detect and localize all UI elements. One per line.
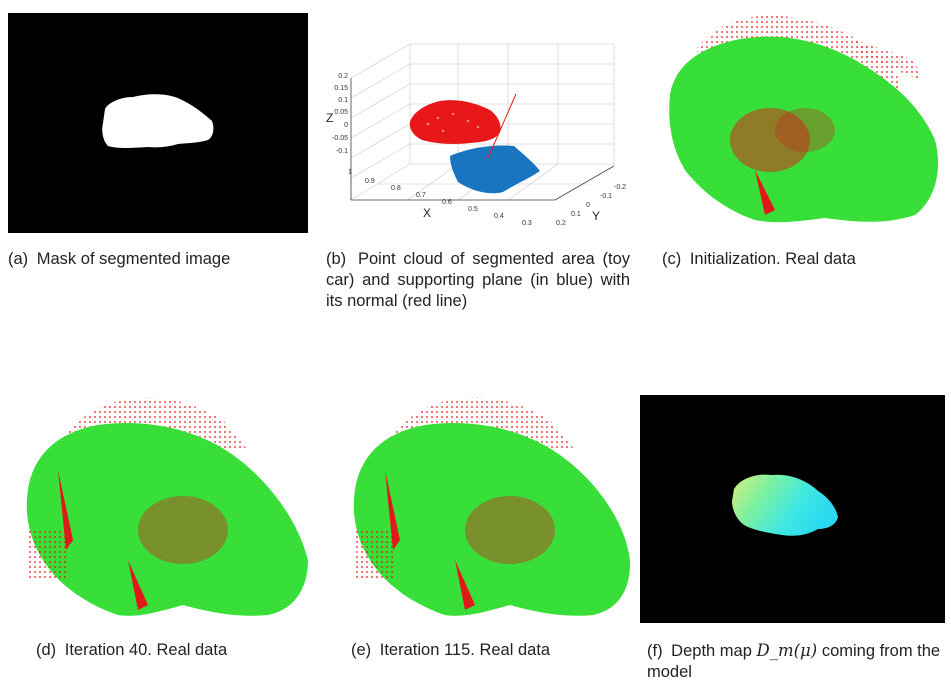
- x-tick: 0.3: [522, 220, 532, 227]
- y-tick: 0.1: [571, 211, 581, 218]
- y-tick: 0: [586, 202, 590, 209]
- x-tick: 0.4: [494, 213, 504, 220]
- caption-f: (f) Depth map D_m(μ) coming from the mod…: [647, 641, 941, 681]
- z-tick: 0: [344, 122, 348, 129]
- figure-d-iteration-40: [8, 390, 313, 620]
- x-tick: 0.7: [416, 192, 426, 199]
- caption-d: (d) Iteration 40. Real data: [36, 641, 228, 659]
- model-mesh: [26, 423, 309, 616]
- y-axis-label: Y: [592, 209, 600, 223]
- z-tick: -0.05: [332, 135, 348, 142]
- x-tick-labels: 1 0.9 0.8 0.7 0.6 0.5 0.4 0.3: [348, 169, 532, 227]
- point-cloud-plot: 0.2 0.15 0.1 0.05 0 -0.05 -0.1 1 0.9 0.8…: [326, 43, 626, 227]
- car-model-render: [26, 397, 309, 616]
- caption-a: (a) Mask of segmented image: [8, 250, 231, 268]
- figure-c-initialization: [655, 10, 945, 235]
- mask-image: [8, 13, 308, 233]
- caption-c: (c) Initialization. Real data: [662, 250, 856, 268]
- y-tick: -0.2: [614, 184, 626, 191]
- x-tick: 0.9: [365, 178, 375, 185]
- y-tick: 0.2: [556, 220, 566, 227]
- z-tick-labels: 0.2 0.15 0.1 0.05 0 -0.05 -0.1: [332, 73, 348, 155]
- car-point-cloud: [409, 100, 501, 144]
- x-tick: 1: [348, 169, 352, 176]
- z-tick: -0.1: [336, 148, 348, 155]
- depth-map-symbol: D_m(μ): [756, 641, 818, 660]
- figure-b-point-cloud: 0.2 0.15 0.1 0.05 0 -0.05 -0.1 1 0.9 0.8…: [318, 6, 628, 236]
- car-model-render: [353, 397, 631, 616]
- y-tick-labels: -0.2 -0.1 0 0.1 0.2: [556, 184, 626, 227]
- car-depth-silhouette: [732, 474, 838, 536]
- supporting-plane: [450, 145, 540, 194]
- z-tick: 0.15: [334, 85, 348, 92]
- figure-f-depth-map: [640, 395, 945, 623]
- z-tick: 0.2: [338, 73, 348, 80]
- figure-a-mask: [8, 13, 308, 233]
- x-axis-label: X: [423, 206, 431, 220]
- car-model-render: [669, 15, 939, 223]
- z-tick: 0.05: [334, 109, 348, 116]
- y-tick: -0.1: [600, 193, 612, 200]
- x-tick: 0.6: [442, 199, 452, 206]
- caption-b: (b) Point cloud of segmented area (toy c…: [326, 250, 630, 310]
- car-silhouette: [102, 94, 214, 148]
- plane-normal-line: [487, 93, 517, 159]
- z-axis-label: Z: [326, 111, 333, 125]
- x-tick: 0.8: [391, 185, 401, 192]
- caption-e: (e) Iteration 115. Real data: [351, 641, 551, 659]
- z-tick: 0.1: [338, 97, 348, 104]
- figure-e-iteration-115: [335, 390, 635, 620]
- x-tick: 0.5: [468, 206, 478, 213]
- depth-map-image: [640, 395, 945, 623]
- model-mesh: [353, 423, 631, 616]
